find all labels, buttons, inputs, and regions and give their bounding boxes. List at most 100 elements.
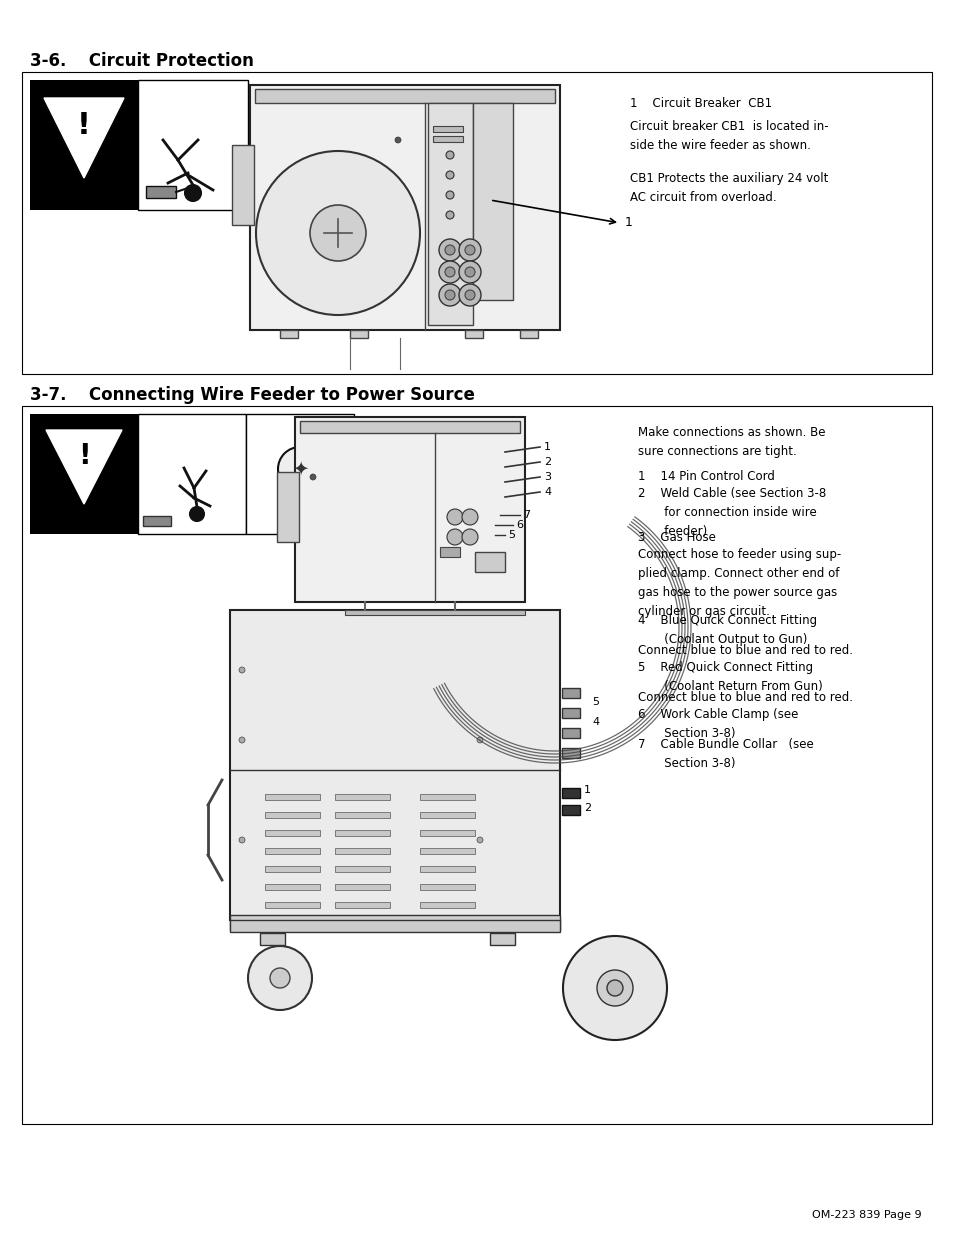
Bar	[439, 547, 459, 557]
Bar	[335, 902, 390, 908]
Bar	[138, 80, 248, 210]
Circle shape	[438, 261, 460, 283]
Bar	[433, 126, 462, 132]
Circle shape	[270, 968, 290, 988]
Text: Connect blue to blue and red to red.: Connect blue to blue and red to red.	[638, 643, 852, 657]
Polygon shape	[46, 430, 122, 504]
Bar	[265, 902, 319, 908]
Bar	[230, 920, 559, 932]
Circle shape	[562, 936, 666, 1040]
Text: 3    Gas Hose: 3 Gas Hose	[638, 531, 715, 543]
Bar	[419, 811, 475, 818]
Circle shape	[446, 191, 454, 199]
Text: Connect hose to feeder using sup-
plied clamp. Connect other end of
gas hose to : Connect hose to feeder using sup- plied …	[638, 548, 841, 618]
Bar	[146, 186, 175, 198]
Circle shape	[606, 981, 622, 995]
Text: Circuit breaker CB1  is located in-
side the wire feeder as shown.: Circuit breaker CB1 is located in- side …	[629, 120, 828, 152]
Bar	[345, 610, 524, 615]
Circle shape	[444, 290, 455, 300]
Bar	[265, 866, 319, 872]
Circle shape	[458, 261, 480, 283]
Circle shape	[239, 737, 245, 743]
Circle shape	[446, 170, 454, 179]
Bar	[230, 915, 559, 930]
Text: !: !	[77, 110, 91, 140]
Bar	[473, 103, 513, 300]
Text: 1    Circuit Breaker  CB1: 1 Circuit Breaker CB1	[629, 98, 771, 110]
Circle shape	[597, 969, 633, 1007]
Text: 1: 1	[624, 216, 632, 230]
Circle shape	[461, 529, 477, 545]
Circle shape	[310, 205, 366, 261]
Bar	[490, 932, 515, 945]
Text: 1: 1	[543, 442, 551, 452]
Bar	[265, 830, 319, 836]
Bar	[519, 330, 537, 338]
Circle shape	[444, 245, 455, 254]
Text: 7: 7	[522, 510, 530, 520]
Bar	[335, 848, 390, 853]
Bar	[561, 727, 579, 739]
Bar	[260, 932, 285, 945]
Text: 5: 5	[507, 530, 515, 540]
Bar	[335, 811, 390, 818]
Bar	[428, 103, 473, 325]
Bar	[22, 406, 931, 1124]
Circle shape	[446, 151, 454, 159]
Bar	[280, 330, 297, 338]
Bar	[254, 89, 555, 103]
Circle shape	[444, 267, 455, 277]
Bar	[561, 748, 579, 758]
Text: 6: 6	[516, 520, 522, 530]
Circle shape	[190, 508, 204, 521]
Circle shape	[185, 185, 201, 201]
Bar	[419, 866, 475, 872]
Text: CB1 Protects the auxiliary 24 volt
AC circuit from overload.: CB1 Protects the auxiliary 24 volt AC ci…	[629, 172, 827, 204]
Text: 6    Work Cable Clamp (see
       Section 3-8): 6 Work Cable Clamp (see Section 3-8)	[638, 708, 798, 740]
Bar	[561, 688, 579, 698]
Bar	[276, 472, 298, 542]
Circle shape	[255, 151, 419, 315]
Bar	[464, 330, 482, 338]
Circle shape	[395, 137, 400, 143]
Circle shape	[438, 240, 460, 261]
Text: 3-6.  Circuit Protection: 3-6. Circuit Protection	[30, 52, 253, 70]
Circle shape	[476, 837, 482, 844]
Text: Make connections as shown. Be
sure connections are tight.: Make connections as shown. Be sure conne…	[638, 426, 824, 458]
Bar	[335, 830, 390, 836]
Text: 5: 5	[592, 697, 598, 706]
Circle shape	[464, 290, 475, 300]
Text: 1: 1	[583, 785, 590, 795]
Text: !: !	[77, 442, 91, 471]
Bar	[294, 417, 524, 601]
Circle shape	[239, 667, 245, 673]
Bar	[335, 794, 390, 800]
Bar	[232, 144, 253, 225]
Circle shape	[458, 240, 480, 261]
Bar	[561, 805, 579, 815]
Text: 2: 2	[543, 457, 551, 467]
Text: 2: 2	[583, 803, 591, 813]
Bar	[30, 414, 138, 534]
Circle shape	[447, 509, 462, 525]
Text: Connect blue to blue and red to red.: Connect blue to blue and red to red.	[638, 692, 852, 704]
Bar	[419, 848, 475, 853]
Text: 3-7.  Connecting Wire Feeder to Power Source: 3-7. Connecting Wire Feeder to Power Sou…	[30, 387, 475, 404]
Bar	[265, 794, 319, 800]
Circle shape	[438, 284, 460, 306]
Circle shape	[461, 509, 477, 525]
Bar	[30, 80, 138, 210]
Text: 2    Weld Cable (see Section 3-8
       for connection inside wire
       feeder: 2 Weld Cable (see Section 3-8 for connec…	[638, 487, 825, 538]
Circle shape	[248, 946, 312, 1010]
Bar	[265, 848, 319, 853]
Bar	[419, 884, 475, 890]
Bar	[433, 136, 462, 142]
Bar	[561, 708, 579, 718]
Text: 3: 3	[543, 472, 551, 482]
Circle shape	[476, 737, 482, 743]
Text: 1    14 Pin Control Cord: 1 14 Pin Control Cord	[638, 471, 774, 483]
Bar	[246, 414, 354, 534]
Circle shape	[458, 284, 480, 306]
Text: 4    Blue Quick Connect Fitting
       (Coolant Output to Gun): 4 Blue Quick Connect Fitting (Coolant Ou…	[638, 614, 817, 646]
Bar	[419, 902, 475, 908]
